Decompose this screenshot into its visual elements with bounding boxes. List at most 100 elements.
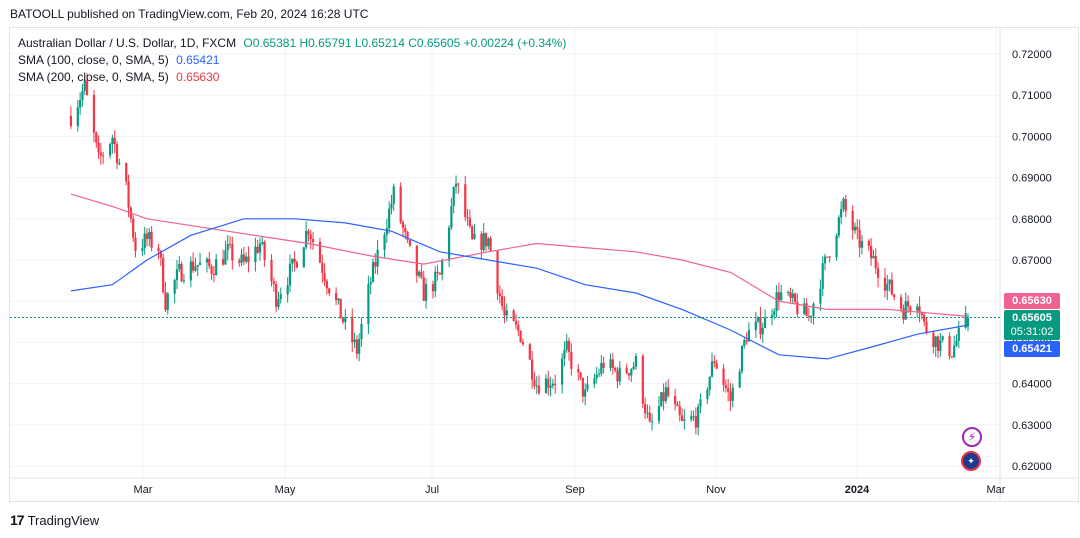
candle-body xyxy=(844,198,847,211)
candle-body xyxy=(805,303,808,317)
candle-body xyxy=(521,341,525,345)
candle-body xyxy=(729,391,732,401)
candle-body xyxy=(856,226,859,230)
candle-body xyxy=(680,415,684,421)
candle-body xyxy=(318,242,322,263)
tradingview-logo-icon: 17 xyxy=(10,512,25,528)
candle-body xyxy=(837,217,840,236)
candle-body xyxy=(97,142,100,153)
candle-body xyxy=(828,256,831,258)
candle-body xyxy=(713,361,716,363)
candle-body xyxy=(632,366,635,370)
candle-body xyxy=(355,339,358,354)
candle-body xyxy=(535,385,538,387)
candle-body xyxy=(438,273,441,275)
candle-body xyxy=(371,262,375,282)
candle-body xyxy=(484,232,488,247)
candle-body xyxy=(609,359,612,369)
candle-body xyxy=(374,262,377,267)
candle-body xyxy=(238,260,241,263)
y-tick-label: 0.63000 xyxy=(1012,420,1052,432)
candle-body xyxy=(547,378,550,388)
ohlc-values: O0.65381 H0.65791 L0.65214 C0.65605 +0.0… xyxy=(243,36,567,50)
candle-body xyxy=(145,233,149,240)
candle-body xyxy=(948,336,951,357)
candle-body xyxy=(923,315,926,322)
candle-body xyxy=(408,239,412,246)
australia-flag-icon[interactable]: ✦ xyxy=(961,451,981,471)
candle-body xyxy=(125,162,128,182)
publish-info: BATOOLL published on TradingView.com, Fe… xyxy=(10,7,369,21)
sma200-price-tag: 0.65630 xyxy=(1004,293,1060,309)
candle-body xyxy=(634,355,638,367)
candle-body xyxy=(821,263,824,289)
candle-body xyxy=(893,294,896,298)
candle-body xyxy=(593,378,596,385)
chart-frame[interactable] xyxy=(9,27,1079,502)
candle-body xyxy=(335,293,338,301)
candle-body xyxy=(618,367,621,382)
candle-body xyxy=(277,299,280,307)
candle-body xyxy=(694,416,697,428)
candle-body xyxy=(173,280,176,294)
candle-body xyxy=(157,247,160,252)
candle-body xyxy=(835,235,838,258)
last-price-tag: 0.65605 05:31:02 xyxy=(1004,310,1060,340)
candle-body xyxy=(473,233,476,239)
candle-body xyxy=(498,293,501,296)
candle-body xyxy=(602,362,605,369)
time-axis: Mar May Jul Sep Nov 2024 Mar xyxy=(134,484,1006,496)
candle-body xyxy=(143,233,146,249)
candle-body xyxy=(385,228,388,235)
candle-body xyxy=(964,313,967,328)
sma200-value: 0.65630 xyxy=(176,70,220,84)
candle-body xyxy=(279,294,282,300)
candle-body xyxy=(505,310,508,316)
candle-body xyxy=(706,389,709,400)
candle-body xyxy=(517,324,520,331)
candle-body xyxy=(339,298,342,319)
candle-body xyxy=(957,327,960,341)
candle-body xyxy=(842,198,845,210)
candle-body xyxy=(228,243,232,245)
candle-body xyxy=(770,315,774,318)
candle-body xyxy=(337,298,340,301)
candle-body xyxy=(565,340,568,350)
candle-body xyxy=(261,241,264,244)
candle-body xyxy=(399,186,402,223)
candle-body xyxy=(840,209,843,218)
candle-body xyxy=(487,238,490,247)
candle-body xyxy=(780,292,783,301)
candle-body xyxy=(662,392,665,402)
candle-body xyxy=(222,259,225,265)
candle-body xyxy=(503,306,506,316)
candle-body xyxy=(697,406,700,428)
candle-body xyxy=(860,240,864,248)
y-tick-label: 0.71000 xyxy=(1012,90,1052,102)
candle-body xyxy=(803,303,806,314)
candle-body xyxy=(853,226,857,231)
candle-body xyxy=(708,376,711,390)
candle-body xyxy=(215,259,218,276)
candle-body xyxy=(434,271,437,292)
candle-body xyxy=(537,385,541,394)
x-tick-label: Sep xyxy=(565,484,585,496)
candle-body xyxy=(247,256,250,263)
candle-body xyxy=(141,248,144,252)
candle-body xyxy=(563,349,566,359)
candle-body xyxy=(424,284,428,301)
candle-body xyxy=(501,295,504,307)
lightning-icon[interactable]: ⚡ xyxy=(962,427,982,447)
candle-body xyxy=(763,317,767,328)
candle-body xyxy=(883,277,887,291)
chart-grid xyxy=(10,28,1079,502)
candle-body xyxy=(567,340,571,352)
candle-body xyxy=(83,80,86,91)
chart-legend: Australian Dollar / U.S. Dollar, 1D, FXC… xyxy=(18,35,566,86)
candle-body xyxy=(533,379,536,386)
candle-body xyxy=(95,132,98,143)
candle-body xyxy=(874,256,877,269)
sma200-label: SMA (200, close, 0, SMA, 5) xyxy=(18,70,169,84)
candle-body xyxy=(644,403,647,414)
